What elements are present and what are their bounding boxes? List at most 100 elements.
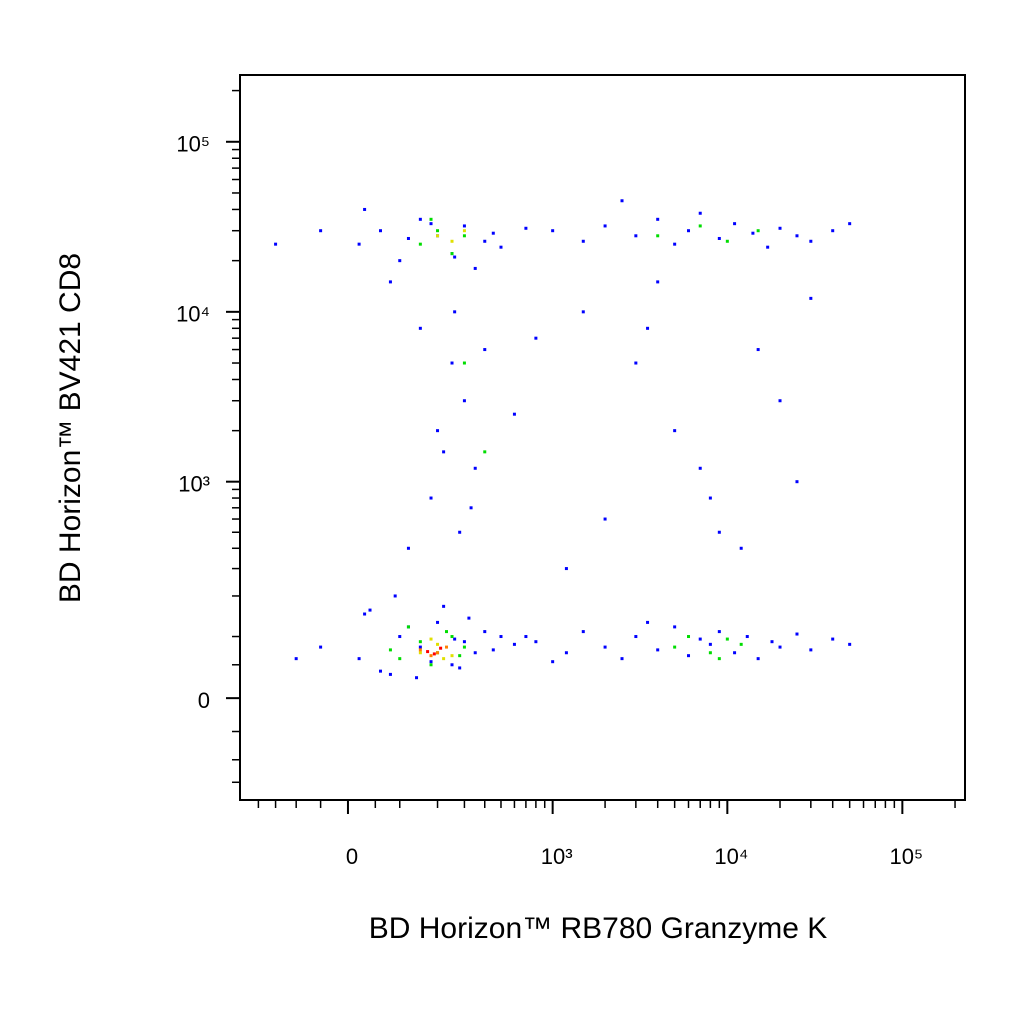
data-point	[453, 310, 457, 314]
data-point	[717, 530, 721, 534]
data-point	[406, 236, 410, 240]
data-point	[795, 234, 799, 238]
data-point	[462, 224, 466, 228]
data-point	[491, 231, 495, 235]
data-point	[708, 642, 712, 646]
data-point	[687, 654, 691, 658]
data-point	[656, 217, 660, 221]
data-point	[429, 496, 433, 500]
data-point	[745, 635, 749, 639]
data-point	[450, 635, 454, 639]
data-point	[357, 242, 361, 246]
data-point	[418, 651, 422, 655]
data-point	[603, 224, 607, 228]
data-point	[603, 517, 607, 521]
data-point	[708, 651, 712, 655]
data-point	[357, 657, 361, 661]
data-point	[725, 637, 729, 641]
data-point	[406, 625, 410, 629]
data-point	[462, 645, 466, 649]
data-point	[450, 361, 454, 365]
y-tick-label: 10⁴	[176, 302, 210, 327]
data-point	[436, 642, 440, 646]
data-point	[848, 642, 852, 646]
plot-frame	[239, 74, 966, 801]
data-point	[378, 669, 382, 673]
y-tick-label: 0	[198, 688, 210, 713]
data-point	[429, 663, 433, 667]
data-point	[770, 640, 774, 644]
data-point	[442, 604, 446, 608]
x-tick-label: 0	[346, 844, 358, 869]
data-point	[467, 616, 471, 620]
x-tick-label: 10³	[541, 844, 573, 869]
data-point	[687, 229, 691, 233]
data-point	[687, 635, 691, 639]
data-point	[634, 635, 638, 639]
data-point	[415, 676, 419, 680]
data-point	[483, 348, 487, 352]
data-point	[673, 242, 677, 246]
data-point	[673, 429, 677, 433]
data-point	[418, 645, 422, 649]
data-point	[378, 229, 382, 233]
data-point	[450, 654, 454, 658]
x-tick-label: 10⁵	[890, 844, 924, 869]
data-point	[418, 640, 422, 644]
y-axis-title: BD Horizon™ BV421 CD8	[54, 253, 87, 603]
data-point	[739, 642, 743, 646]
y-tick-label: 10⁵	[176, 132, 210, 157]
data-point	[439, 646, 443, 650]
data-point	[319, 645, 323, 649]
data-point	[581, 630, 585, 634]
data-point	[534, 640, 538, 644]
data-point	[442, 657, 446, 661]
data-point	[656, 648, 660, 652]
data-point	[656, 234, 660, 238]
data-point	[778, 226, 782, 230]
data-point	[673, 625, 677, 629]
data-point	[717, 657, 721, 661]
data-point	[450, 663, 454, 667]
data-point	[646, 326, 650, 330]
data-point	[809, 239, 813, 243]
data-point	[756, 348, 760, 352]
data-point	[564, 651, 568, 655]
data-point	[458, 654, 462, 658]
data-point	[462, 234, 466, 238]
data-point	[848, 222, 852, 226]
data-point	[442, 450, 446, 454]
data-point	[620, 657, 624, 661]
data-point	[429, 222, 433, 226]
data-point	[436, 620, 440, 624]
data-point	[398, 657, 402, 661]
data-point	[388, 648, 392, 652]
data-point	[368, 608, 372, 612]
data-point	[294, 657, 298, 661]
data-point	[432, 652, 436, 656]
data-point	[473, 651, 477, 655]
data-point	[436, 234, 440, 238]
data-point	[418, 217, 422, 221]
data-point	[725, 239, 729, 243]
data-point	[462, 361, 466, 365]
data-point	[795, 480, 799, 484]
data-point	[483, 450, 487, 454]
data-point	[603, 645, 607, 649]
data-point	[809, 296, 813, 300]
data-point	[363, 207, 367, 211]
data-point	[483, 239, 487, 243]
data-point	[733, 651, 737, 655]
data-point	[458, 530, 462, 534]
data-point	[634, 234, 638, 238]
data-point	[445, 645, 449, 649]
data-point	[524, 226, 528, 230]
data-point	[453, 637, 457, 641]
data-point	[778, 399, 782, 403]
data-point	[450, 239, 454, 243]
data-point	[524, 635, 528, 639]
data-point	[398, 635, 402, 639]
data-point	[462, 229, 466, 233]
data-point	[809, 648, 813, 652]
